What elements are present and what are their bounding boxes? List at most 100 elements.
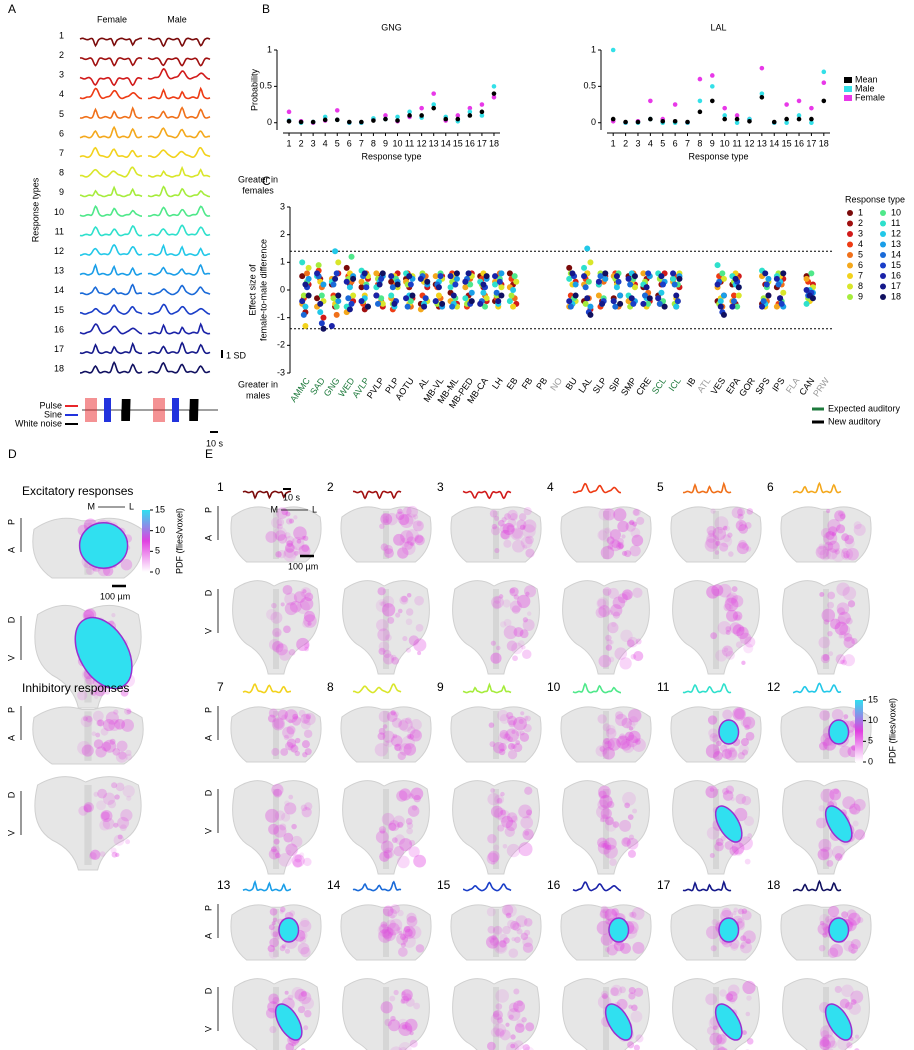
density-blob — [635, 739, 641, 745]
response-trace — [79, 76, 143, 87]
density-blob — [520, 536, 533, 549]
density-blob — [80, 715, 93, 728]
data-dot — [587, 311, 594, 318]
density-blob — [522, 544, 528, 550]
density-blob — [300, 587, 312, 598]
data-dot — [646, 295, 653, 302]
data-dot — [378, 295, 385, 302]
density-blob — [114, 794, 120, 800]
density-blob — [299, 852, 305, 858]
density-blob — [515, 730, 522, 737]
density-blob — [401, 541, 416, 556]
density-blob — [387, 908, 398, 919]
density-blob — [725, 626, 732, 632]
data-dot — [480, 281, 487, 288]
density-blob — [629, 520, 635, 526]
density-blob — [380, 513, 393, 526]
density-blob — [818, 944, 826, 952]
data-dot — [462, 278, 469, 285]
density-blob — [493, 925, 502, 935]
density-blob — [496, 1017, 504, 1024]
density-blob — [844, 538, 855, 549]
legend-label: 16 — [891, 270, 901, 280]
density-blob — [494, 794, 505, 805]
density-blob — [401, 989, 413, 1001]
density-blob — [602, 587, 612, 596]
data-dot — [717, 298, 724, 305]
type-label: 2 — [59, 50, 64, 60]
density-blob — [284, 709, 299, 723]
density-blob — [715, 540, 721, 546]
density-blob — [735, 614, 741, 620]
type-label: 5 — [657, 480, 664, 494]
data-dot — [346, 284, 353, 291]
data-dot — [671, 281, 678, 288]
density-blob — [493, 1023, 507, 1037]
density-blob — [294, 750, 301, 757]
density-blob — [841, 659, 847, 666]
density-blob — [495, 1028, 505, 1038]
density-blob — [300, 946, 311, 958]
density-blob — [504, 904, 517, 918]
density-blob — [403, 925, 411, 933]
data-dot — [587, 303, 594, 310]
y-tick-label: 0.5 — [583, 81, 596, 91]
data-dot — [322, 117, 328, 123]
density-hotspot — [828, 917, 850, 943]
density-blob — [97, 719, 105, 727]
density-blob — [379, 851, 390, 862]
data-dot — [343, 278, 350, 285]
density-blob — [404, 513, 416, 525]
density-blob — [598, 785, 611, 799]
density-blob — [411, 805, 418, 811]
data-dot — [658, 289, 665, 296]
density-blob — [385, 739, 393, 748]
response-trace — [352, 880, 402, 892]
density-blob — [832, 845, 845, 859]
density-blob — [519, 730, 525, 736]
density-blob — [494, 547, 500, 554]
density-blob — [401, 936, 409, 943]
axis-label: D — [6, 791, 16, 798]
y-tick-label: 0 — [280, 284, 285, 294]
data-dot — [641, 292, 648, 299]
density-blob — [631, 534, 644, 547]
density-blob — [282, 726, 295, 739]
density-blob — [629, 519, 635, 526]
density-blob — [296, 539, 302, 544]
density-blob — [820, 653, 831, 664]
density-blob — [624, 802, 631, 809]
density-blob — [604, 947, 610, 953]
density-blob — [97, 788, 108, 799]
legend-swatch — [844, 95, 852, 101]
density-blob — [286, 725, 296, 735]
data-dot — [343, 264, 350, 271]
density-blob — [740, 716, 752, 728]
response-trace — [242, 490, 292, 500]
y-axis-label: female-to-male difference — [258, 239, 268, 341]
data-dot — [479, 113, 485, 118]
density-blob — [522, 617, 528, 623]
density-blob — [612, 821, 620, 828]
data-dot — [784, 102, 789, 107]
density-blob — [502, 925, 511, 935]
data-dot — [350, 292, 357, 299]
density-blob — [599, 910, 608, 919]
density-blob — [839, 631, 847, 639]
density-blob — [617, 593, 628, 604]
data-dot — [328, 322, 335, 329]
density-blob — [275, 530, 286, 541]
density-blob — [509, 587, 519, 597]
data-dot — [391, 300, 398, 307]
colorbar-tick-label: 10 — [155, 525, 165, 535]
density-blob — [414, 595, 424, 606]
data-dot — [491, 94, 497, 100]
response-trace — [148, 341, 211, 355]
density-blob — [116, 740, 128, 752]
x-tick-label: 10 — [393, 138, 403, 148]
density-blob — [597, 598, 607, 608]
annotation: females — [242, 185, 274, 195]
x-tick-label: 5 — [660, 138, 665, 148]
data-dot — [452, 281, 459, 288]
density-blob — [831, 708, 844, 721]
